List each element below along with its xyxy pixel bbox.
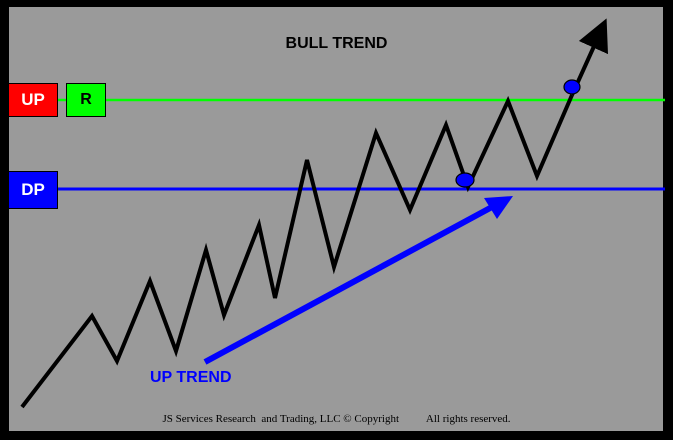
up-trend-label: UP TREND xyxy=(150,369,232,386)
up-level-tag: UP xyxy=(8,83,58,117)
resistance-tag: R xyxy=(66,83,106,117)
copyright-footer: JS Services Research and Trading, LLC © … xyxy=(162,413,511,425)
up-trend-arrow-shaft xyxy=(203,204,494,365)
up-marker xyxy=(563,79,581,95)
dp-level-tag: DP xyxy=(8,171,58,209)
diagram-title: BULL TREND xyxy=(285,35,388,52)
price-path xyxy=(20,94,574,409)
dp-marker xyxy=(455,172,475,188)
up-trend-arrow-head xyxy=(484,196,513,219)
